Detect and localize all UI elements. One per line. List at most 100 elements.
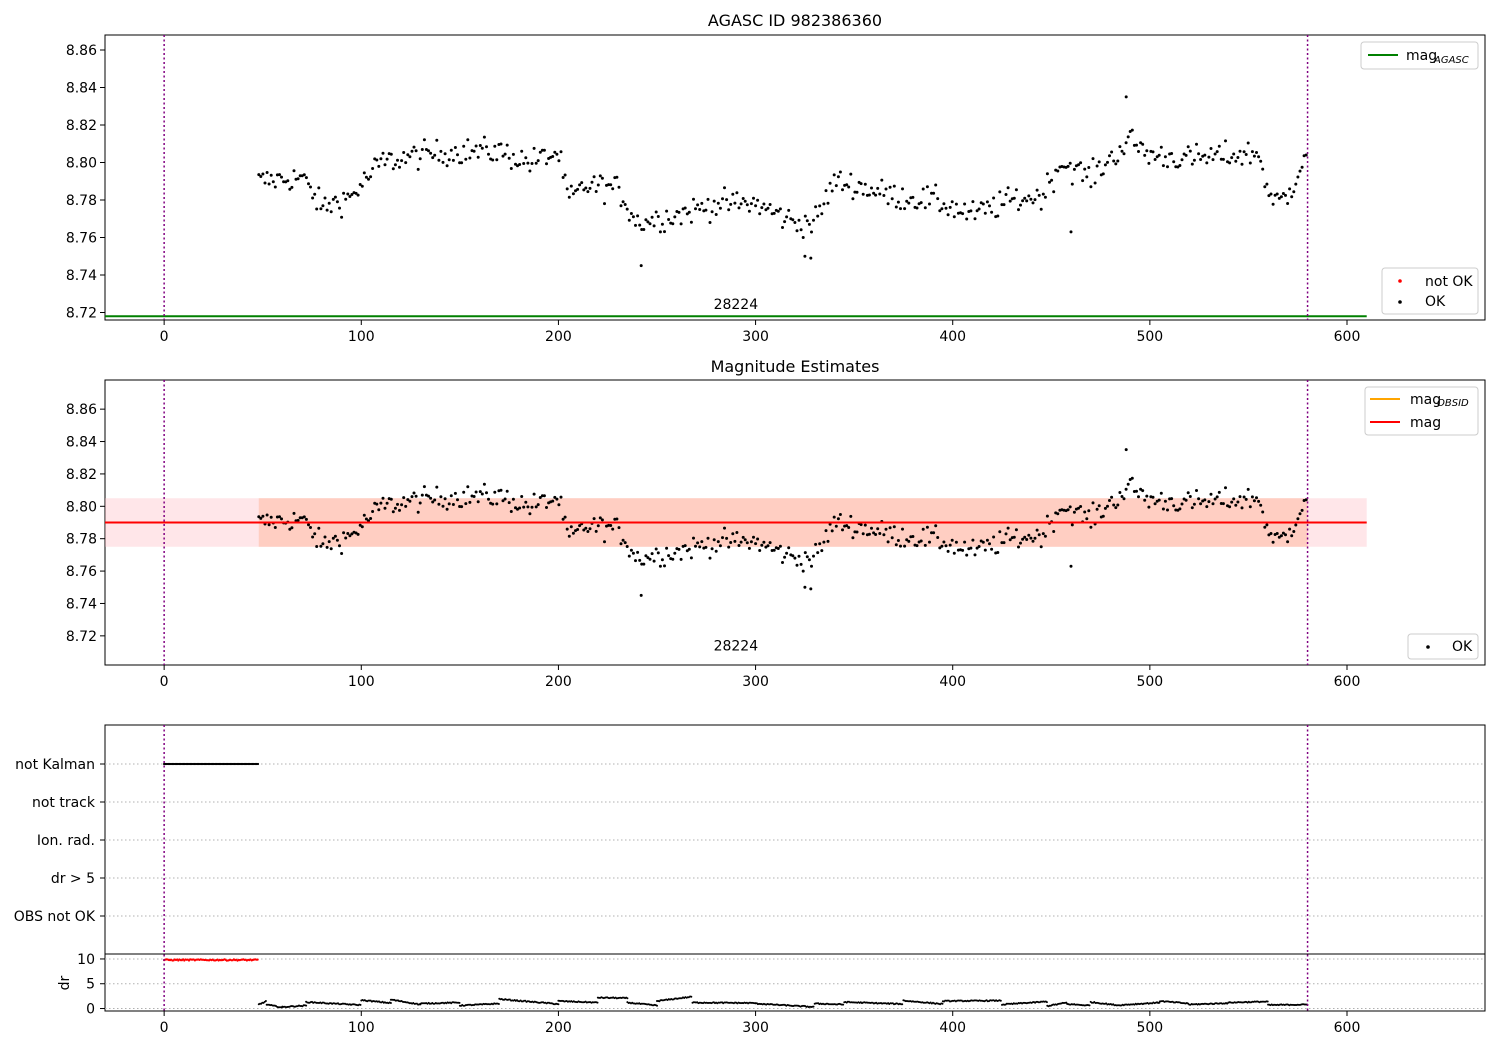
data-point-ok: [872, 531, 876, 535]
data-point-ok: [358, 183, 362, 186]
data-point-ok: [923, 543, 927, 547]
data-point-ok: [309, 526, 312, 529]
data-point-ok: [988, 542, 991, 546]
data-point-ok: [1242, 495, 1246, 499]
data-point-ok: [584, 526, 588, 530]
data-point-ok: [1112, 503, 1116, 507]
data-point-ok: [894, 205, 898, 209]
legend-label-ok: OK: [1425, 294, 1446, 310]
data-point-ok: [629, 212, 633, 215]
data-point-ok: [725, 536, 729, 540]
data-point-ok: [1068, 161, 1072, 165]
data-point-ok: [526, 505, 530, 509]
data-point-ok: [752, 196, 755, 200]
data-point-ok: [1267, 194, 1271, 198]
y-tick-label: 5: [86, 977, 95, 993]
panel-dr: 0 100 200 300 400 500 600 0 5 10 dr: [57, 952, 1486, 1036]
data-point-ok: [710, 547, 714, 551]
data-point-ok: [356, 532, 360, 536]
data-point-ok: [822, 540, 826, 544]
data-point-ok: [431, 156, 435, 160]
data-point-ok: [346, 532, 350, 535]
data-point-ok: [321, 204, 325, 208]
data-point-ok: [824, 529, 828, 533]
data-point-ok: [1108, 499, 1111, 502]
data-point-ok: [1041, 532, 1045, 536]
data-point-ok: [389, 152, 393, 156]
data-point-ok: [1257, 499, 1261, 503]
data-point-ok: [1039, 545, 1043, 549]
data-point-ok: [418, 157, 422, 161]
data-point-ok: [292, 169, 296, 173]
data-point-ok: [1151, 495, 1155, 499]
data-point-ok: [532, 146, 536, 150]
data-point-ok: [590, 180, 594, 184]
data-point-ok: [333, 534, 337, 538]
data-point-ok: [639, 264, 643, 268]
data-point-ok: [1093, 181, 1097, 185]
data-point-ok: [1081, 179, 1085, 183]
data-point-ok: [795, 229, 799, 233]
data-point-ok: [708, 556, 712, 560]
data-point-ok: [915, 544, 919, 548]
data-point-ok: [1095, 164, 1099, 168]
data-point-ok: [1114, 162, 1118, 166]
data-point-ok: [1012, 196, 1016, 200]
data-point-ok: [911, 535, 915, 538]
data-point-ok: [611, 527, 615, 531]
data-point-ok: [396, 502, 399, 506]
dr-point-ok: [999, 999, 1002, 1002]
data-point-ok: [1027, 533, 1031, 537]
data-point-ok: [1252, 154, 1256, 158]
data-point-ok: [464, 157, 468, 161]
data-point-ok: [930, 531, 933, 535]
data-point-ok: [826, 539, 830, 543]
data-point-ok: [1118, 491, 1122, 494]
flag-label: not track: [32, 795, 96, 811]
data-point-ok: [671, 222, 675, 226]
data-point-ok: [1037, 193, 1041, 197]
data-point-ok: [437, 502, 441, 506]
data-point-ok: [867, 193, 871, 197]
data-point-ok: [903, 544, 907, 548]
data-point-ok: [1161, 164, 1165, 168]
data-point-ok: [1135, 489, 1138, 493]
data-point-ok: [805, 219, 809, 223]
data-point-ok: [317, 526, 321, 530]
dr-point-ok: [1088, 1004, 1091, 1007]
data-point-ok: [509, 510, 513, 513]
data-point-ok: [391, 510, 395, 514]
data-point-ok: [776, 209, 780, 213]
data-point-ok: [749, 540, 753, 544]
data-point-ok: [778, 544, 782, 548]
data-point-ok: [1070, 182, 1074, 186]
data-point-ok: [1275, 532, 1279, 535]
data-point-ok: [576, 187, 580, 191]
dr-point-ok: [264, 1000, 267, 1002]
data-point-ok: [507, 501, 511, 505]
data-point-ok: [888, 526, 892, 530]
data-point-ok: [1085, 175, 1089, 179]
data-point-ok: [1186, 491, 1190, 495]
data-point-ok: [644, 218, 648, 222]
data-point-ok: [1207, 500, 1211, 504]
data-point-ok: [623, 541, 627, 545]
data-point-ok: [580, 181, 584, 185]
data-point-ok: [1203, 498, 1207, 502]
data-point-ok: [944, 544, 948, 548]
data-point-ok: [439, 495, 443, 499]
panel-1-line-legend: mag AGASC: [1360, 41, 1479, 70]
data-point-ok: [888, 185, 892, 189]
data-point-ok: [1192, 158, 1196, 162]
data-point-ok: [369, 175, 373, 179]
data-point-ok: [822, 202, 826, 206]
data-point-ok: [1157, 498, 1161, 502]
data-point-ok: [781, 226, 784, 229]
data-point-ok: [1279, 534, 1283, 538]
data-point-ok: [1209, 492, 1213, 496]
data-point-ok: [1017, 545, 1020, 549]
data-point-ok: [1043, 534, 1047, 538]
data-point-ok: [257, 173, 261, 177]
data-point-ok: [1089, 185, 1093, 189]
data-point-ok: [350, 193, 354, 196]
